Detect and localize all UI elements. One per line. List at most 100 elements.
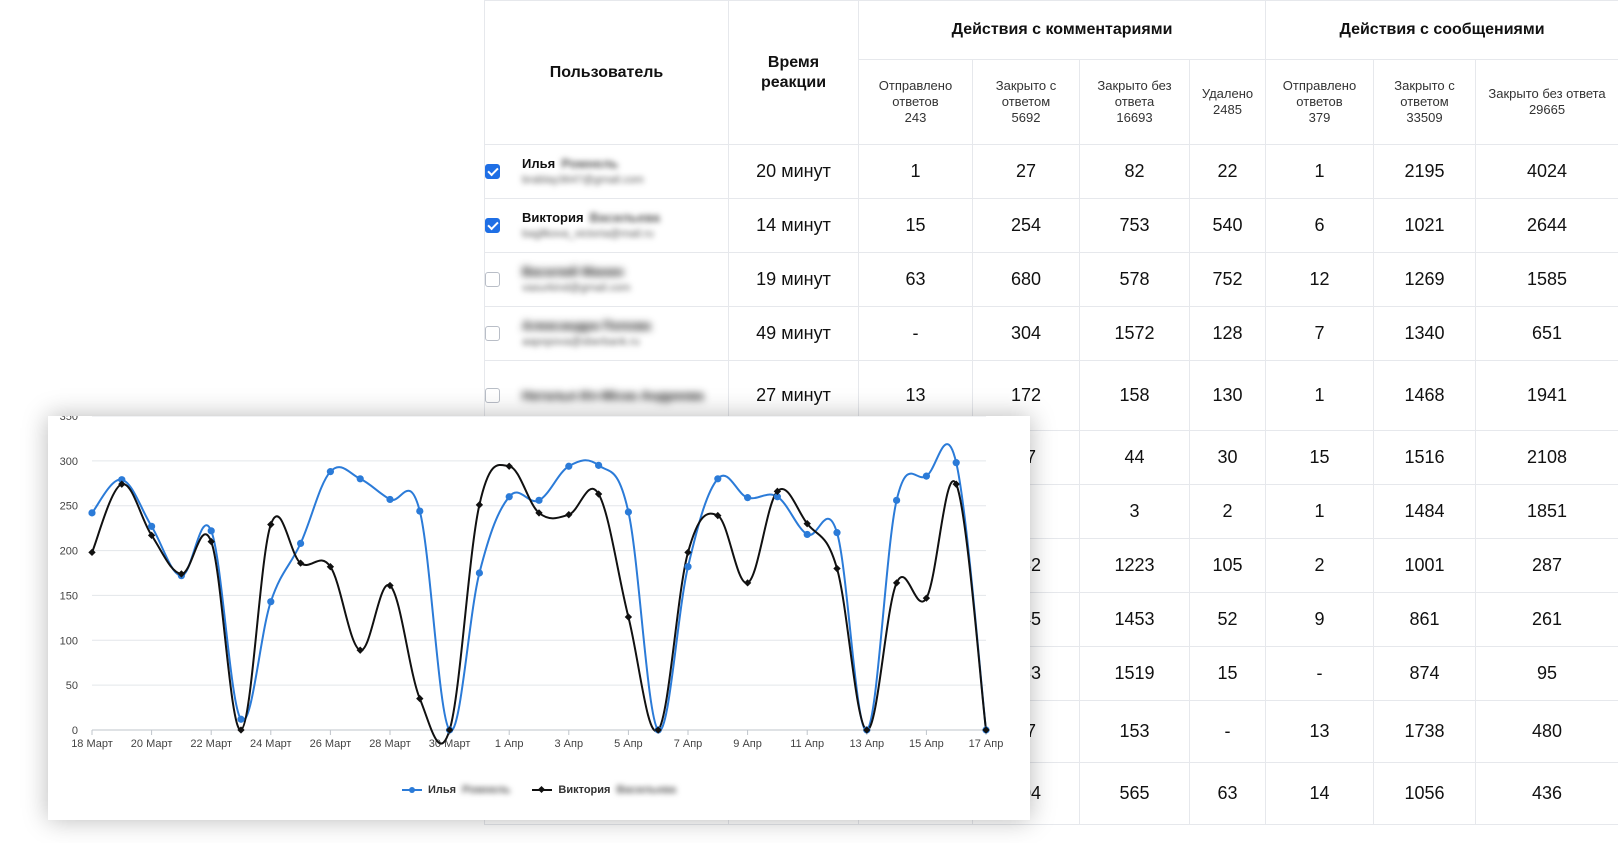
- stat-cell: 63: [858, 252, 973, 307]
- stat-cell: 15: [1265, 430, 1374, 485]
- user-first-name: Александра Попова: [522, 317, 651, 333]
- stat-cell: 1572: [1079, 306, 1190, 361]
- header-reaction-time[interactable]: Время реакции: [728, 0, 859, 145]
- data-point: [416, 694, 424, 703]
- legend-label: Виктория: [558, 784, 611, 796]
- y-tick-label: 250: [60, 501, 78, 513]
- data-point: [267, 520, 275, 529]
- row-checkbox[interactable]: [485, 218, 500, 233]
- stat-cell: 1223: [1079, 538, 1190, 593]
- data-point: [624, 508, 633, 516]
- y-tick-label: 0: [72, 725, 78, 737]
- data-point: [624, 613, 633, 621]
- user-email: aapopova@sberbank.ru: [522, 335, 640, 348]
- stat-cell: 22: [1189, 144, 1266, 199]
- x-tick-label: 9 Апр: [733, 738, 762, 750]
- data-point: [475, 501, 484, 509]
- data-point: [237, 715, 245, 723]
- data-point: [654, 726, 662, 734]
- stat-cell: 1056: [1373, 762, 1476, 825]
- stat-cell: 753: [1079, 198, 1190, 253]
- header-comments-group: Действия с комментариями: [858, 0, 1266, 60]
- subheader-1[interactable]: Закрыто с ответом 5692: [972, 59, 1080, 145]
- stat-cell: 2108: [1474, 430, 1618, 485]
- stat-cell: 1941: [1474, 360, 1618, 431]
- table-row[interactable]: Илья Ромнель brablay3647@gmail.com 20 минут…: [484, 144, 1618, 199]
- data-point: [386, 495, 394, 504]
- stat-cell: 287: [1474, 538, 1618, 593]
- user-first-name: Илья: [522, 155, 556, 171]
- reaction-time-cell: 20 минут: [728, 144, 859, 199]
- y-tick-label: 100: [60, 635, 78, 647]
- row-checkbox[interactable]: [485, 164, 500, 179]
- stat-cell: 1001: [1373, 538, 1476, 593]
- subheader-total: 29665: [1528, 102, 1566, 117]
- subheader-2[interactable]: Закрыто без ответа 16693: [1079, 59, 1190, 145]
- data-point: [922, 472, 931, 480]
- subheader-5[interactable]: Закрыто с ответом 33509: [1373, 59, 1476, 145]
- data-point: [148, 522, 156, 530]
- data-point: [892, 579, 901, 587]
- stat-cell: 52: [1189, 592, 1266, 647]
- data-point: [416, 507, 424, 515]
- line-chart-card: 0 50 100 150 200 250 300 350 18 Март 20 Март 22 Ма…: [48, 411, 1030, 820]
- legend-label-blurred: Васильева: [616, 784, 676, 796]
- table-row[interactable]: Виктория Васильева bagllkova_victoria@mail…: [484, 198, 1618, 253]
- stat-cell: 2: [1265, 538, 1374, 593]
- x-tick-label: 7 Апр: [674, 738, 703, 750]
- legend-label: Илья: [428, 784, 457, 796]
- user-email: bagllkova_victoria@mail.ru: [522, 227, 654, 240]
- stat-cell: 30: [1189, 430, 1266, 485]
- stat-cell: 12: [1265, 252, 1374, 307]
- x-tick-label: 28 Март: [369, 738, 411, 750]
- stat-cell: 578: [1079, 252, 1190, 307]
- stat-cell: 13: [1265, 700, 1374, 763]
- stat-cell: 436: [1474, 762, 1618, 825]
- x-tick-label: 13 Апр: [849, 738, 884, 750]
- subheader-0[interactable]: Отправлено ответов 243: [858, 59, 973, 145]
- header-user[interactable]: Пользователь: [484, 0, 729, 145]
- y-tick-label: 300: [60, 456, 78, 468]
- stat-cell: 1: [858, 144, 973, 199]
- subheader-label: Закрыто с ответом: [1394, 78, 1455, 109]
- stat-cell: 2644: [1474, 198, 1618, 253]
- user-cell: Александра Попова aapopova@sberbank.ru: [484, 306, 729, 361]
- table-row[interactable]: Василий Манин vasurkind@gmail.com 19 минут…: [484, 252, 1618, 307]
- stat-cell: 7: [1265, 306, 1374, 361]
- row-checkbox[interactable]: [485, 272, 500, 287]
- stat-cell: 1516: [1373, 430, 1476, 485]
- x-tick-label: 11 Апр: [790, 738, 824, 750]
- data-point: [565, 462, 573, 470]
- subheader-6[interactable]: Закрыто без ответа 29665: [1474, 59, 1618, 145]
- user-surname-blurred: Васильева: [589, 209, 660, 225]
- subheader-label: Отправлено ответов: [878, 78, 953, 109]
- table-row[interactable]: Александра Попова aapopova@sberbank.ru 49 …: [484, 306, 1618, 361]
- legend-item-viktoria[interactable]: Виктория Васильева: [532, 784, 676, 796]
- stat-cell: 1: [1265, 360, 1374, 431]
- subheader-3[interactable]: Удалено 2485: [1189, 59, 1266, 145]
- subheader-4[interactable]: Отправлено ответов 379: [1265, 59, 1374, 145]
- row-checkbox[interactable]: [485, 326, 500, 341]
- subheader-label: Закрыто с ответом: [995, 78, 1057, 109]
- data-point: [475, 569, 483, 577]
- stat-cell: 3: [1079, 484, 1190, 539]
- reaction-time-cell: 19 минут: [728, 252, 859, 307]
- data-point: [88, 548, 96, 557]
- stat-cell: 44: [1079, 430, 1190, 485]
- table-row[interactable]: Наталья Ил-Міска Андреева 27 минут 13 172 15…: [484, 360, 1618, 431]
- stat-cell: 95: [1474, 646, 1618, 701]
- user-name: Александра Попова: [522, 318, 657, 334]
- stat-cell: 130: [1189, 360, 1266, 431]
- subheader-label: Закрыто без ответа: [1097, 78, 1172, 109]
- stat-cell: 1: [1265, 484, 1374, 539]
- stat-cell: 540: [1189, 198, 1266, 253]
- data-point: [118, 476, 126, 484]
- data-point: [535, 496, 543, 504]
- data-point: [326, 563, 335, 571]
- user-email: brablay3647@gmail.com: [522, 173, 644, 186]
- stat-cell: 2195: [1373, 144, 1476, 199]
- subheader-label: Удалено: [1201, 86, 1254, 101]
- legend-item-ilya[interactable]: Илья Ромнель: [402, 784, 510, 796]
- row-checkbox[interactable]: [485, 388, 500, 403]
- data-point: [445, 726, 454, 734]
